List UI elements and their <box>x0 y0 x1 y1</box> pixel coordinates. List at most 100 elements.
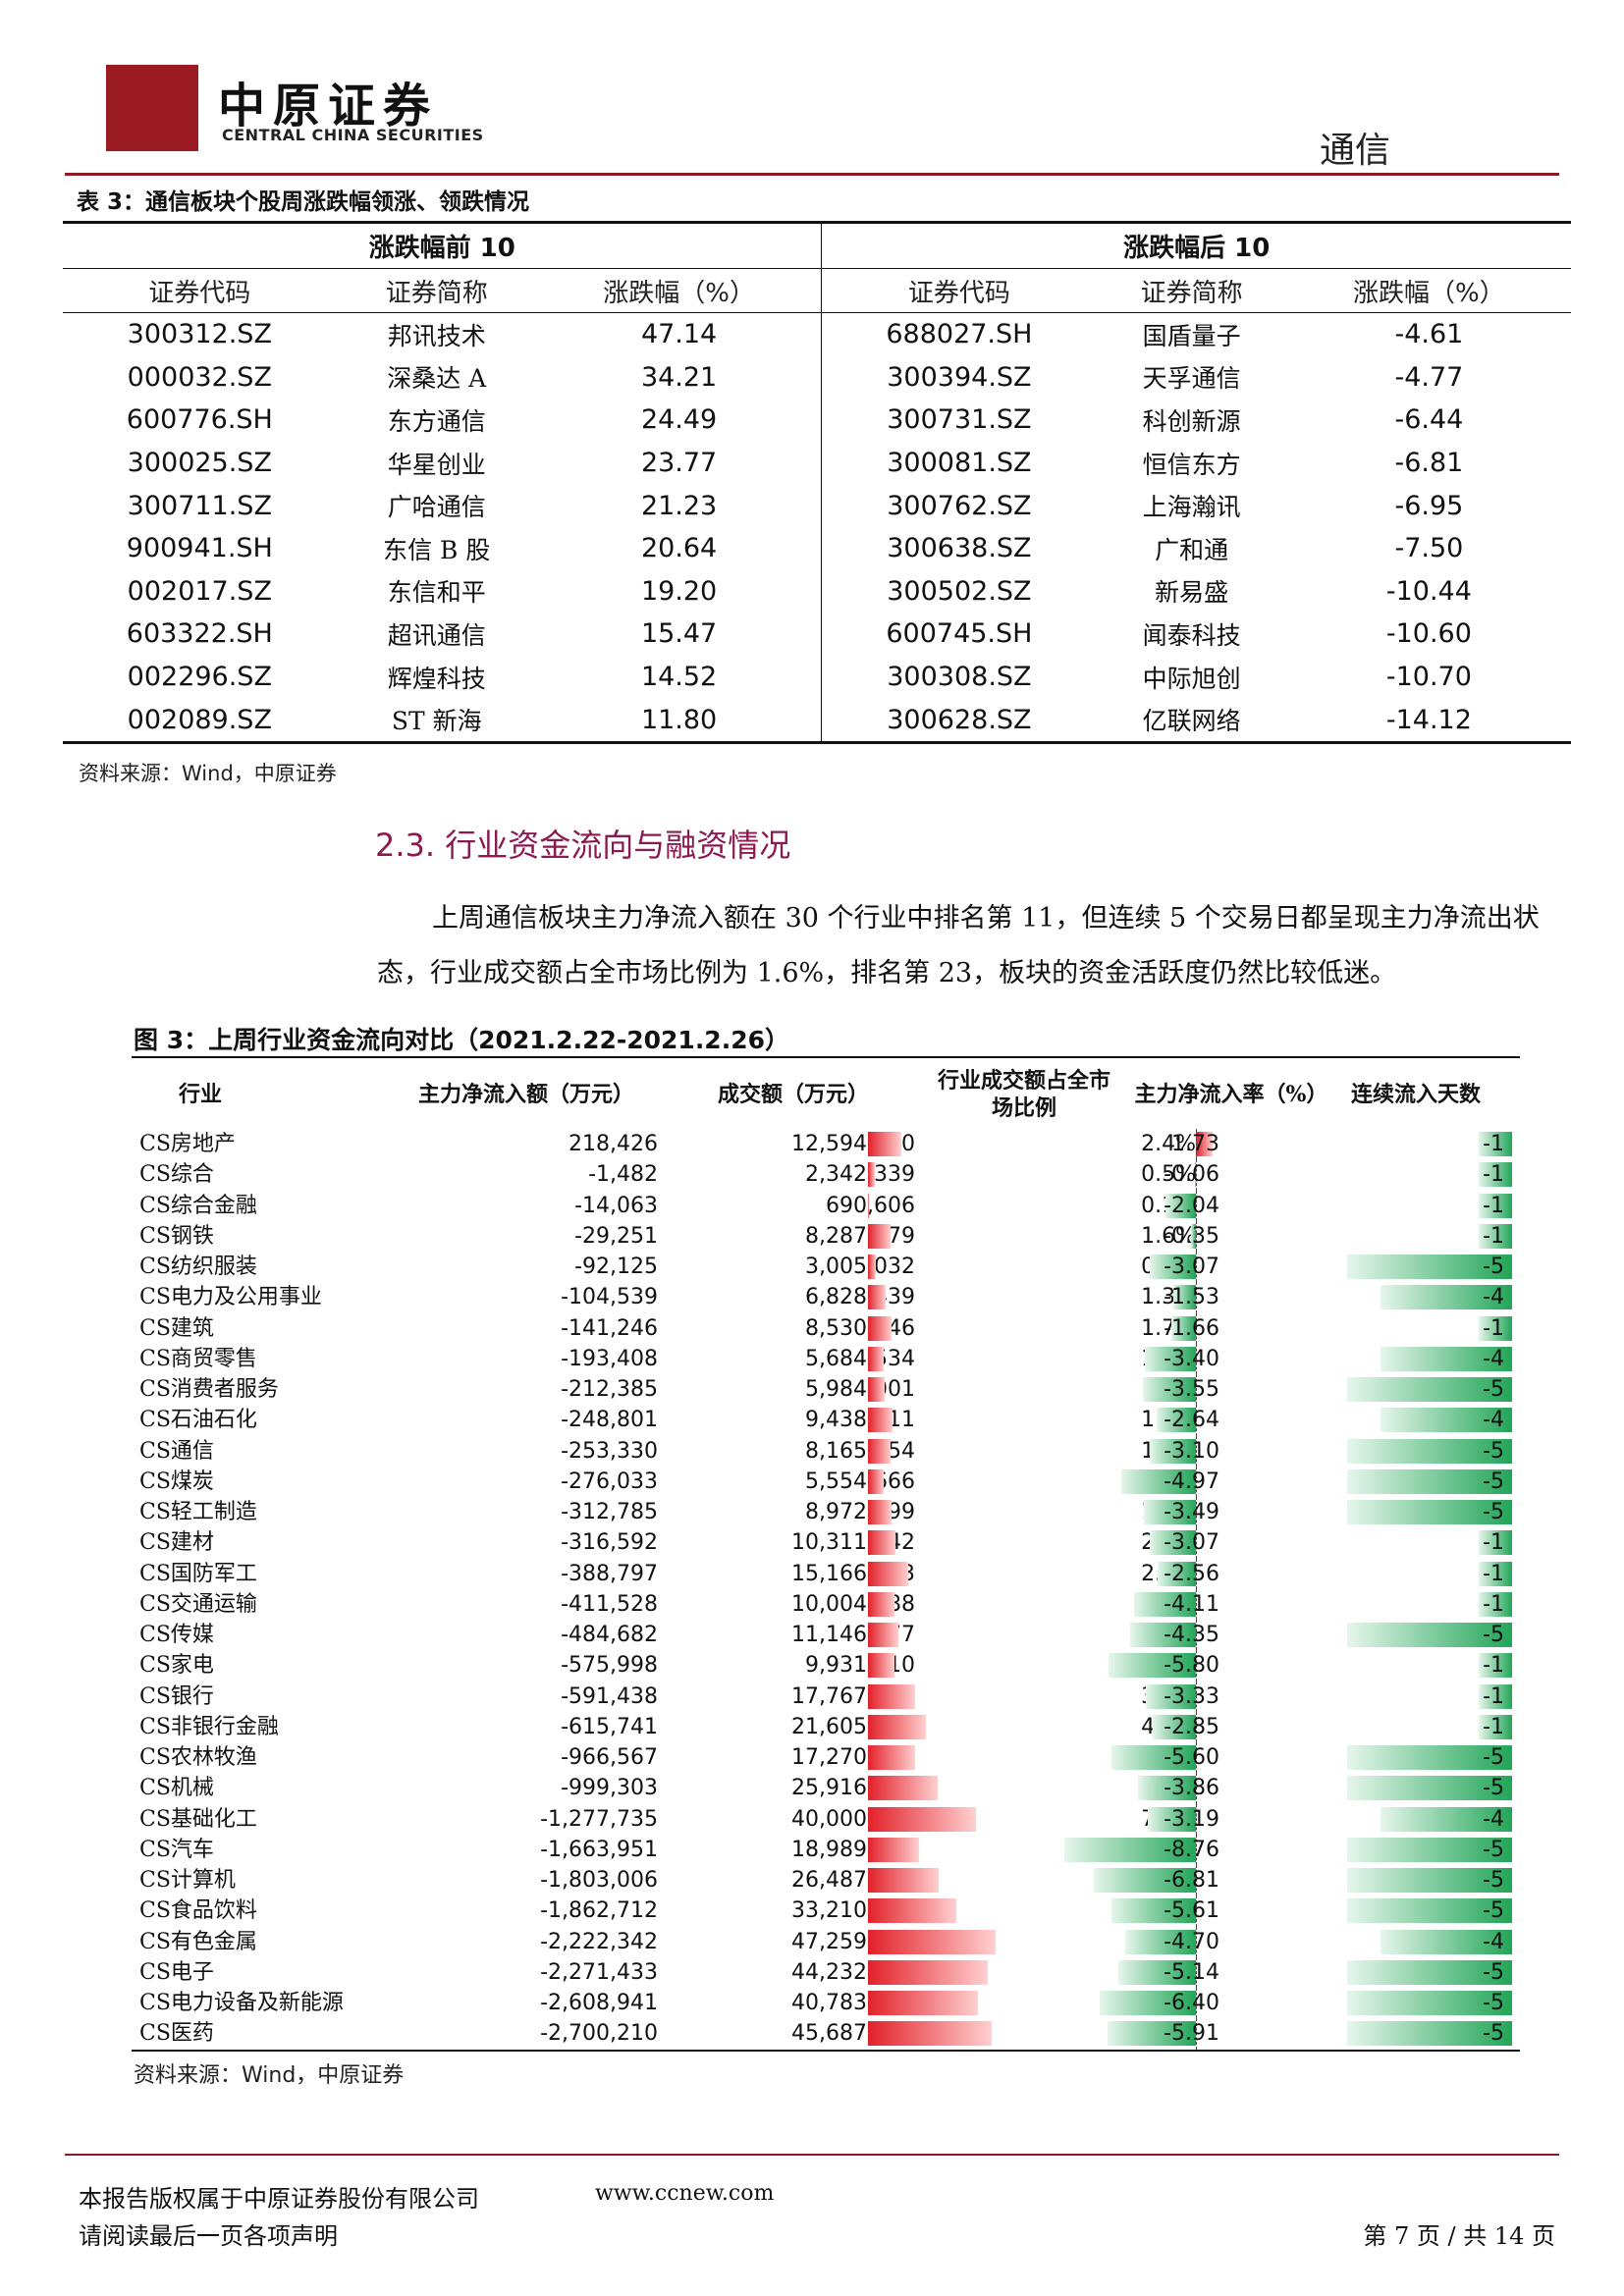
net-rate-bar-negative <box>1118 1959 1196 1985</box>
table3-cell-bottom-pct: -6.95 <box>1394 490 1464 521</box>
industry-name: CS食品饮料 <box>139 1898 257 1924</box>
market-share-bar <box>868 1530 896 1556</box>
net-inflow: 218,426 <box>568 1132 658 1156</box>
net-rate-cell: -3.49 <box>1064 1497 1435 1528</box>
net-rate-cell: -2.56 <box>1064 1558 1435 1589</box>
table3-cell-top-pct: 24.49 <box>640 404 718 436</box>
net-rate-bar-negative <box>1134 1591 1196 1617</box>
net-rate-cell: -6.81 <box>1064 1865 1435 1896</box>
net-inflow: -999,303 <box>561 1776 658 1801</box>
col-pct: 涨跌幅（%） <box>1286 268 1571 313</box>
inflow-days-bar <box>1347 1255 1512 1279</box>
market-share-bar <box>868 1438 891 1464</box>
inflow-days-value: -5 <box>1483 1438 1504 1464</box>
market-share-bar <box>868 1591 894 1617</box>
industry-name: CS传媒 <box>139 1623 214 1647</box>
table3-cell-bottom-code: 300731.SZ <box>821 399 1097 442</box>
net-rate-bar-negative <box>1111 1745 1196 1770</box>
inflow-days-value: -5 <box>1483 1255 1504 1279</box>
f3-col-industry: 行业 <box>178 1082 222 1107</box>
net-rate-cell: -6.40 <box>1064 1988 1435 2019</box>
net-rate-value: -6.81 <box>1164 1868 1219 1893</box>
net-rate-bar-negative <box>1153 1714 1196 1739</box>
table3-group-top: 涨跌幅前 10 <box>63 221 822 269</box>
inflow-days-cell: -5 <box>1306 1374 1514 1405</box>
inflow-days-value: -4 <box>1483 1408 1504 1433</box>
table3-cell-top-pct: 19.20 <box>640 575 718 607</box>
inflow-days-cell: -5 <box>1306 2018 1514 2049</box>
table3-cell-bottom-name: 亿联网络 <box>1096 698 1287 744</box>
inflow-days-bar <box>1380 1285 1512 1310</box>
net-inflow: -14,063 <box>574 1193 658 1218</box>
inflow-days-bar <box>1380 1408 1512 1433</box>
logo-chinese: 中原证券 <box>218 79 439 133</box>
inflow-days-cell: -1 <box>1306 1221 1514 1252</box>
net-rate-cell: -2.04 <box>1064 1190 1435 1221</box>
turnover: 9,931,710 <box>805 1653 915 1679</box>
net-rate-bar-negative <box>1111 1898 1196 1924</box>
table3-row: 603322.SH 超讯通信 15.47 600745.SH 闻泰科技 -10.60 <box>63 613 1571 656</box>
net-rate-cell: -5.61 <box>1064 1896 1435 1927</box>
table3-row: 300025.SZ 华星创业 23.77 300081.SZ 恒信东方 -6.81 <box>63 441 1571 485</box>
net-inflow: -253,330 <box>561 1438 658 1464</box>
net-rate-bar-negative <box>1100 1991 1196 2015</box>
inflow-days-cell: -4 <box>1306 1344 1514 1374</box>
net-rate-zero-axis <box>1196 1282 1198 1313</box>
net-rate-bar-negative <box>1120 1468 1196 1494</box>
inflow-days-value: -1 <box>1483 1683 1504 1709</box>
inflow-days-cell: -5 <box>1306 1620 1514 1650</box>
net-rate-cell: -2.85 <box>1064 1711 1435 1742</box>
net-rate-zero-axis <box>1196 2018 1198 2050</box>
footer-page-number: 第 7 页 / 共 14 页 <box>1363 2222 1555 2250</box>
net-rate-cell: -5.91 <box>1064 2018 1435 2050</box>
table3-cell-top-code: 002296.SZ <box>127 662 272 693</box>
market-share-bar <box>868 1162 876 1188</box>
inflow-days-value: -1 <box>1483 1561 1504 1586</box>
net-rate-value: -4.70 <box>1164 1929 1219 1954</box>
net-inflow: -2,271,433 <box>540 1959 658 1985</box>
net-rate-bar-negative <box>1195 1162 1196 1188</box>
market-share-bar <box>868 1776 938 1801</box>
market-share-bar <box>868 1255 877 1279</box>
inflow-days-value: -4 <box>1483 1806 1504 1832</box>
net-rate-value: -2.64 <box>1164 1408 1219 1433</box>
table3-cell-top-name: 辉煌科技 <box>387 664 486 693</box>
inflow-days-bar <box>1479 1193 1512 1218</box>
col-name: 证券简称 <box>1096 268 1287 313</box>
inflow-days-bar <box>1347 1500 1512 1524</box>
inflow-days-bar <box>1380 1806 1512 1832</box>
net-rate-zero-axis <box>1196 1129 1198 1160</box>
footer-copyright: 本报告版权属于中原证券股份有限公司 <box>79 2185 479 2213</box>
industry-name: CS国防军工 <box>139 1561 257 1586</box>
net-rate-cell: -1.53 <box>1064 1282 1435 1313</box>
net-rate-zero-axis <box>1196 1374 1198 1406</box>
inflow-days-value: -1 <box>1483 1132 1504 1156</box>
footer-url[interactable]: www.ccnew.com <box>595 2181 775 2206</box>
table3-cell-top-code: 000032.SZ <box>127 361 272 393</box>
inflow-days-bar <box>1347 1868 1512 1893</box>
net-rate-zero-axis <box>1196 1650 1198 1682</box>
net-rate-value: 1.73 <box>1171 1132 1219 1156</box>
figure3-top-rule <box>132 1056 1520 1058</box>
industry-name: CS电力设备及新能源 <box>139 1991 344 2015</box>
market-share-bar <box>868 1193 870 1218</box>
turnover: 10,004,788 <box>791 1591 915 1617</box>
table3-cell-bottom-code: 688027.SH <box>821 312 1097 356</box>
net-rate-zero-axis <box>1196 1190 1198 1221</box>
market-share-bar <box>868 2021 992 2047</box>
table3-cell-bottom-pct: -10.70 <box>1385 662 1472 693</box>
inflow-days-cell: -1 <box>1306 1191 1514 1221</box>
industry-name: CS家电 <box>139 1653 214 1679</box>
net-rate-bar-negative <box>1156 1408 1196 1433</box>
industry-name: CS纺织服装 <box>139 1255 257 1279</box>
inflow-days-cell: -5 <box>1306 1896 1514 1926</box>
industry-name: CS综合金融 <box>139 1193 257 1218</box>
table3-cell-top-pct: 47.14 <box>640 319 718 350</box>
